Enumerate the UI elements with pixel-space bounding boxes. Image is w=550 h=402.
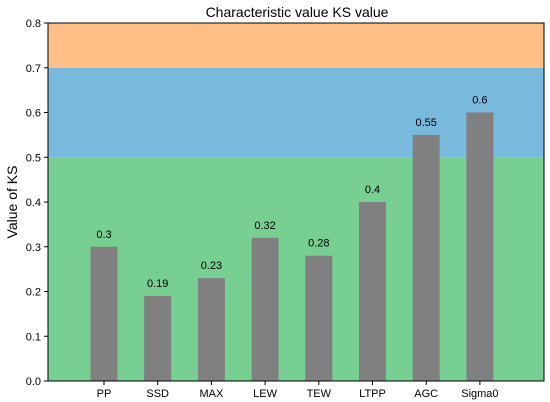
x-tick-label-lew: LEW [253, 388, 277, 400]
data-label-ltpp: 0.4 [365, 184, 380, 196]
y-tick-label-5: 0.5 [26, 152, 41, 164]
x-tick-label-sigma0: Sigma0 [461, 388, 498, 400]
data-label-ssd: 0.19 [147, 278, 168, 290]
bars [90, 112, 494, 381]
bar-agc [412, 134, 440, 381]
y-axis: 0.0 0.1 0.2 0.3 0.4 0.5 0.6 0.7 0.8 [26, 18, 48, 388]
x-tick-label-ssd: SSD [146, 388, 169, 400]
y-axis-label: Value of KS [4, 166, 20, 239]
data-label-agc: 0.55 [415, 117, 436, 129]
x-tick-label-pp: PP [97, 388, 112, 400]
y-tick-label-0: 0.0 [26, 376, 41, 388]
x-tick-label-tew: TEW [307, 388, 332, 400]
data-label-lew: 0.32 [254, 220, 275, 232]
plot-frame [47, 22, 545, 382]
y-tick-label-3: 0.3 [26, 242, 41, 254]
bar-ssd [144, 295, 172, 381]
y-tick-label-2: 0.2 [26, 287, 41, 299]
bar-tew [305, 255, 333, 381]
data-label-tew: 0.28 [308, 238, 329, 250]
y-tick-label-8: 0.8 [26, 18, 41, 30]
y-tick-label-7: 0.7 [26, 63, 41, 75]
data-label-pp: 0.3 [96, 229, 111, 241]
band-2 [48, 23, 544, 68]
bar-sigma0 [466, 112, 494, 381]
bar-lew [251, 237, 279, 381]
band-1 [48, 67, 544, 158]
chart-title: Characteristic value KS value [206, 4, 389, 20]
bar-pp [90, 246, 118, 381]
band-0 [48, 157, 544, 381]
background-bands [48, 23, 544, 381]
x-tick-label-ltpp: LTPP [359, 388, 386, 400]
y-tick-label-1: 0.1 [26, 331, 41, 343]
y-tick-label-6: 0.6 [26, 108, 41, 120]
data-label-max: 0.23 [201, 260, 222, 272]
bar-ltpp [359, 202, 386, 381]
bar-max [197, 278, 225, 381]
y-tick-label-4: 0.4 [26, 197, 41, 209]
x-tick-label-max: MAX [199, 388, 224, 400]
data-labels: 0.3 0.19 0.23 0.32 0.28 0.4 0.55 0.6 [96, 95, 487, 290]
x-tick-label-agc: AGC [414, 388, 438, 400]
x-axis: PP SSD MAX LEW TEW LTPP AGC Sigma0 [97, 381, 499, 400]
data-label-sigma0: 0.6 [472, 95, 487, 107]
